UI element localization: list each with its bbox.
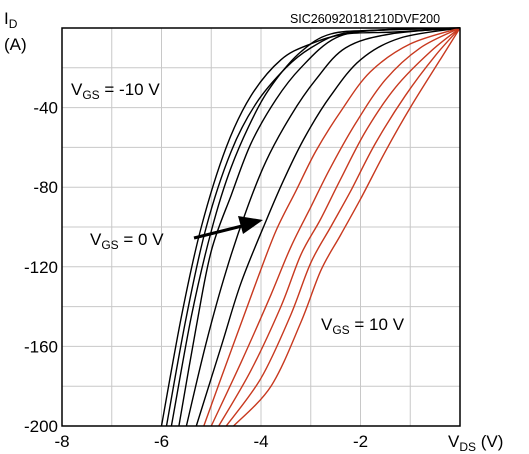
x-tick-label: -4 [253,432,268,451]
y-tick-label: -80 [33,178,58,197]
y-tick-label: -40 [33,99,58,118]
series-line-3 [170,27,461,427]
y-tick-labels: -40 -80 -120 -160 -200 [24,99,58,436]
y-axis-label: ID [4,9,18,31]
x-tick-labels: -8 -6 -4 -2 [54,432,368,451]
y-tick-label: -200 [24,417,58,436]
series-line-9 [218,27,461,427]
series-line-6 [195,27,461,427]
y-tick-label: -160 [24,337,58,356]
y-axis-unit: (A) [4,35,27,54]
series-group [160,27,461,427]
x-tick-label: -6 [154,432,169,451]
watermark-text: SIC260920181210DVF200 [290,12,440,26]
series-line-7 [203,27,461,427]
series-line-8 [210,27,461,427]
annotation-vgs-neg10: VGS = -10 V [71,80,160,102]
x-axis-label: VDS (V) [448,432,503,454]
x-tick-label: -2 [353,432,368,451]
annotation-vgs-0: VGS = 0 V [90,230,164,252]
y-tick-label: -120 [24,258,58,277]
series-line-11 [233,27,461,427]
series-line-1 [160,27,461,427]
annotation-vgs-pos10: VGS = 10 V [321,315,405,337]
series-line-4 [178,27,461,427]
plot-frame [61,27,461,427]
grid-lines [62,28,460,426]
x-tick-label: -8 [54,432,69,451]
annotation-arrow [193,216,263,240]
series-line-10 [225,27,461,427]
series-line-5 [185,27,461,427]
